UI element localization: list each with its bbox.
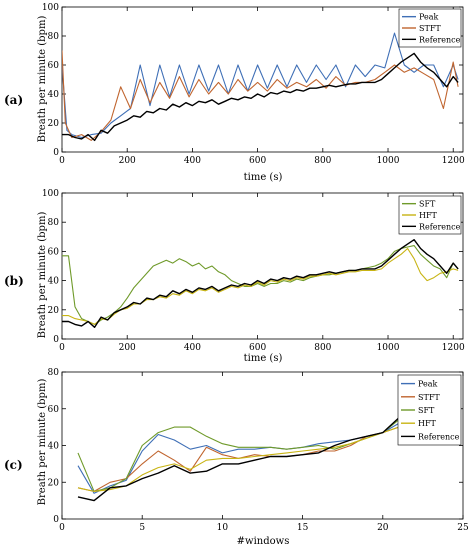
- series-line-peak: [62, 32, 459, 139]
- x-tick-label: 0: [59, 343, 65, 353]
- x-tick-label: 800: [314, 343, 331, 353]
- x-tick-label: 1200: [442, 343, 465, 353]
- panel-a: 0 200 400 600 800 1000 1200 0 20 40 60 80 100 Peak STF…: [42, 3, 465, 166]
- series-group: [77, 404, 448, 502]
- axes-frame: [61, 6, 464, 153]
- xlabel-c: #windows: [237, 536, 290, 547]
- legend: SFT HFT Reference: [398, 195, 462, 235]
- panel-b: 0 200 400 600 800 1000 1200 0 20 40 60 80 100 SFT HFT R…: [42, 189, 465, 353]
- y-tick-label: 80: [48, 218, 60, 228]
- x-tick-label: 15: [297, 523, 309, 533]
- y-tick-label: 40: [48, 277, 60, 287]
- legend-entry-stft: STFT: [418, 393, 440, 402]
- legend-entry-hft: HFT: [419, 211, 438, 220]
- legend: Peak STFT SFT HFT Reference: [397, 374, 462, 446]
- axes-frame: [61, 192, 464, 340]
- y-tick-label: 100: [42, 3, 59, 13]
- series-line-hft: [62, 247, 459, 325]
- y-tick-label: 40: [48, 442, 60, 452]
- x-tick-label: 800: [314, 156, 331, 166]
- legend-entry-sft: SFT: [418, 406, 435, 415]
- ylabel-a: Breath per minute (bpm): [37, 16, 48, 143]
- x-tick-label: 600: [249, 156, 266, 166]
- legend-entry-reference: Reference: [419, 222, 461, 231]
- x-tick-label: 1000: [377, 343, 400, 353]
- legend-entry-reference: Reference: [419, 35, 461, 44]
- x-tick-label: 400: [184, 343, 201, 353]
- x-tick-label: 1200: [442, 156, 465, 166]
- y-tick-label: 0: [53, 335, 59, 345]
- xlabel-b: time (s): [244, 353, 283, 364]
- x-tick-label: 200: [119, 156, 136, 166]
- x-tick-label: 25: [457, 523, 469, 533]
- series-line-reference: [77, 404, 448, 502]
- ylabel-c: Breath per minute (bpm): [37, 379, 48, 506]
- series-line-reference: [62, 238, 459, 328]
- panel-label-b: (b): [4, 274, 24, 288]
- series-group: [62, 238, 459, 328]
- panel-c: 0 5 10 15 20 25 0 20 40 60 80 Peak STFT SFT HFT Referen…: [48, 368, 469, 533]
- ylabel-b: Breath per minute (bpm): [37, 212, 48, 339]
- legend-entry-peak: Peak: [418, 380, 438, 389]
- panel-label-c: (c): [4, 458, 23, 472]
- y-tick-label: 0: [53, 148, 59, 158]
- x-tick-label: 600: [249, 343, 266, 353]
- y-tick-label: 60: [48, 61, 60, 71]
- y-tick-label: 20: [48, 119, 60, 129]
- legend-entry-stft: STFT: [419, 24, 441, 33]
- panel-label-a: (a): [4, 93, 23, 107]
- x-tick-label: 1000: [377, 156, 400, 166]
- series-line-reference: [62, 52, 459, 142]
- legend-entry-sft: SFT: [419, 200, 436, 209]
- xlabel-a: time (s): [244, 172, 283, 183]
- y-tick-label: 100: [42, 189, 59, 199]
- legend-entry-hft: HFT: [418, 419, 437, 428]
- legend-entry-reference: Reference: [418, 432, 460, 441]
- series-line-sft: [62, 245, 459, 325]
- y-tick-label: 20: [48, 478, 60, 488]
- x-tick-label: 5: [139, 523, 145, 533]
- x-tick-label: 400: [184, 156, 201, 166]
- y-tick-label: 80: [48, 32, 60, 42]
- y-tick-label: 0: [53, 515, 59, 525]
- x-tick-label: 0: [59, 156, 65, 166]
- y-tick-label: 60: [48, 247, 60, 257]
- series-line-stft: [62, 50, 459, 141]
- x-tick-label: 10: [217, 523, 229, 533]
- y-tick-label: 60: [48, 405, 60, 415]
- x-tick-label: 200: [119, 343, 136, 353]
- series-line-hft: [77, 426, 448, 492]
- legend: Peak STFT Reference: [398, 8, 462, 48]
- x-tick-label: 0: [59, 523, 65, 533]
- x-tick-label: 20: [377, 523, 389, 533]
- y-tick-label: 80: [48, 368, 60, 378]
- legend-entry-peak: Peak: [419, 13, 439, 22]
- series-group: [62, 32, 459, 142]
- y-tick-label: 20: [48, 306, 60, 316]
- y-tick-label: 40: [48, 90, 60, 100]
